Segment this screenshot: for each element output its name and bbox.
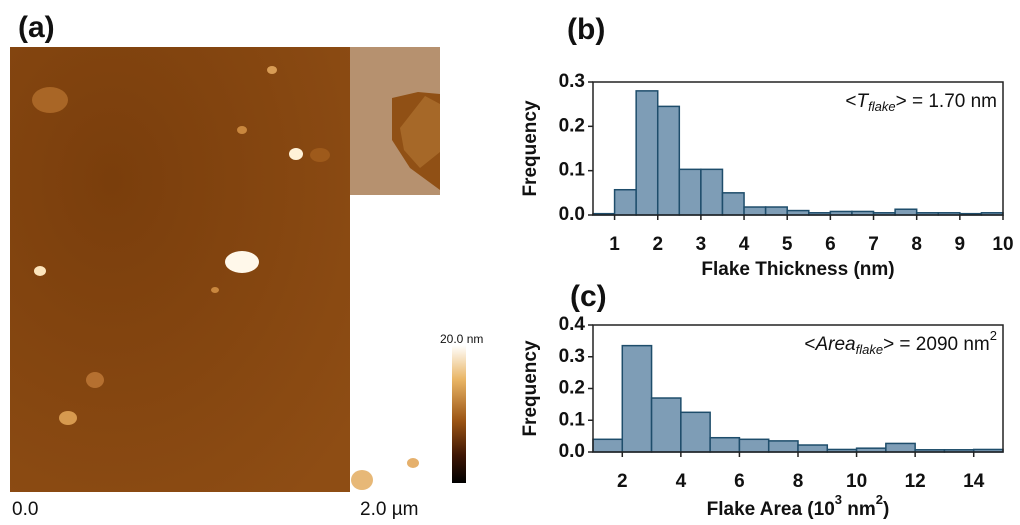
x-axis-label-part: 3 — [835, 492, 842, 507]
annotation: <Tflake> = 1.70 nm — [845, 91, 997, 114]
bar — [656, 105, 681, 216]
annotation-part: flake — [868, 99, 895, 114]
annotation-part: flake — [856, 342, 883, 357]
y-tick-label: 0.3 — [559, 346, 585, 367]
annotation-part: 2 — [990, 328, 997, 343]
bar — [621, 344, 653, 453]
x-tick-label: 5 — [782, 234, 793, 255]
axes-frame — [592, 81, 1004, 216]
y-tick-label: 0.2 — [559, 378, 585, 399]
scale-start: 0.0 — [12, 499, 38, 520]
x-tick-label: 7 — [868, 234, 879, 255]
y-tick-label: 0.2 — [559, 115, 585, 136]
x-tick-label: 12 — [905, 471, 926, 492]
x-tick-label: 2 — [652, 234, 663, 255]
x-tick-label: 2 — [617, 471, 628, 492]
panel-label: (a) — [18, 11, 55, 44]
x-tick-label: 8 — [911, 234, 922, 255]
annotation-part: > = 2090 nm — [883, 334, 990, 355]
x-axis-label-part: 2 — [876, 492, 883, 507]
bar — [680, 411, 711, 453]
bar — [767, 440, 799, 453]
annotation-part: < — [845, 91, 856, 112]
colorbar-label: 20.0 nm — [440, 332, 483, 346]
bar — [650, 397, 682, 453]
bar — [709, 436, 741, 453]
y-tick-label: 0.3 — [559, 71, 585, 92]
y-tick-label: 0.0 — [559, 204, 585, 225]
x-tick-label: 10 — [992, 234, 1013, 255]
bar — [738, 438, 770, 453]
bar — [894, 208, 918, 216]
x-axis-label-part: Flake Area (10 — [707, 499, 835, 520]
bar — [700, 168, 724, 216]
x-axis-label: Flake Area (103 nm2) — [707, 492, 890, 520]
bar — [797, 444, 829, 453]
y-tick-label: 0.0 — [559, 441, 585, 462]
x-axis-label-part: nm — [842, 499, 876, 520]
x-tick-label: 6 — [734, 471, 745, 492]
bar — [743, 206, 767, 216]
annotation: <Areaflake> = 2090 nm2 — [804, 328, 997, 357]
bar — [613, 188, 637, 216]
afm-image — [10, 47, 440, 492]
bar — [635, 90, 659, 216]
x-axis-label-part: Flake Thickness (nm) — [701, 259, 894, 280]
panel-label: (c) — [570, 280, 607, 313]
annotation-part: > = 1.70 nm — [896, 91, 997, 112]
x-axis-label: Flake Thickness (nm) — [701, 259, 894, 280]
panel-label: (b) — [567, 13, 605, 46]
bar — [592, 438, 624, 453]
annotation-part: Area — [814, 334, 855, 355]
x-tick-label: 10 — [846, 471, 867, 492]
bar — [885, 442, 916, 453]
x-axis-label-part: ) — [883, 499, 889, 520]
y-tick-label: 0.1 — [559, 160, 586, 181]
y-tick-label: 0.1 — [559, 409, 586, 430]
x-tick-label: 14 — [963, 471, 985, 492]
x-tick-label: 4 — [676, 471, 687, 492]
x-tick-label: 6 — [825, 234, 836, 255]
y-tick-label: 0.4 — [559, 314, 586, 335]
x-tick-label: 1 — [609, 234, 620, 255]
x-tick-label: 9 — [955, 234, 966, 255]
x-tick-label: 4 — [739, 234, 750, 255]
annotation-part: T — [857, 91, 870, 112]
x-tick-label: 3 — [696, 234, 707, 255]
y-axis-label: Frequency — [520, 340, 541, 437]
bar — [721, 192, 745, 216]
annotation-part: < — [804, 334, 815, 355]
bar — [678, 168, 702, 216]
scale-end: 2.0 µm — [360, 499, 418, 520]
y-axis-label: Frequency — [520, 100, 541, 197]
bar — [764, 206, 788, 216]
x-tick-label: 8 — [793, 471, 804, 492]
colorbar — [452, 345, 466, 483]
